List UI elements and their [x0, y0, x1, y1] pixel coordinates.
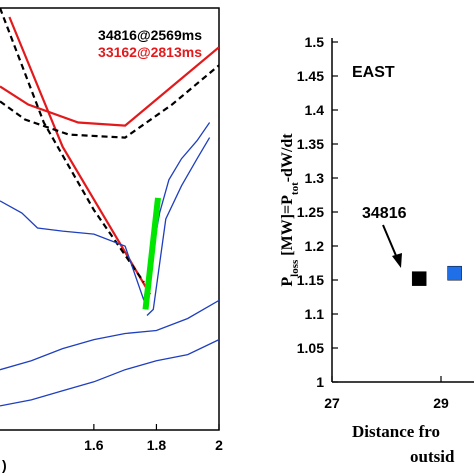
left-series-8: [0, 299, 219, 371]
left-plot-frame: [0, 7, 220, 431]
point-label-34816: 34816: [362, 205, 407, 222]
left-series-9: [0, 339, 219, 407]
right-ytick-label: 1.05: [297, 340, 324, 356]
right-xtick-label: 29: [433, 395, 449, 411]
left-legend-entry-1: 34816@2569ms: [98, 27, 202, 43]
right-ytick-label: 1.35: [297, 136, 324, 152]
left-series-3: [0, 64, 219, 139]
right-ytick-label: 1.2: [305, 238, 325, 254]
left-xlabel-fragment: ): [2, 457, 7, 473]
right-ytick-label: 1.25: [297, 204, 324, 220]
right-ytick-label: 1.15: [297, 272, 324, 288]
right-ytick-label: 1.4: [305, 102, 325, 118]
right-ytick-label: 1.5: [305, 34, 325, 50]
left-series-4: [0, 8, 145, 283]
left-series-1: [0, 46, 219, 127]
left-series-7: [146, 137, 211, 316]
right-ytick-label: 1.1: [305, 306, 325, 322]
annotation-arrow: [382, 224, 402, 268]
left-chart: 1.6 1.8 2 34816@2569ms 33162@2813ms ): [0, 7, 223, 473]
right-xlabel-line2: outsid: [410, 447, 455, 466]
right-ytick-label: 1.3: [305, 170, 325, 186]
left-series-10: [142, 197, 161, 310]
left-xtick-label: 1.6: [84, 437, 104, 453]
right-xtick-label: 27: [324, 395, 340, 411]
right-xlabel-line1: Distance fro: [352, 422, 440, 441]
right-ytick-label: 1: [316, 374, 324, 390]
right-chart: 1.5 1.45 1.4 1.35 1.3 1.25 1.2 1.15 1.1 1.05 1 27 2…: [279, 34, 474, 466]
east-label: EAST: [352, 64, 395, 81]
right-ytick-label: 1.45: [297, 68, 324, 84]
right-ylabel: Ploss [MW]=Ptot-dW/dt: [279, 133, 301, 287]
left-legend-entry-2: 33162@2813ms: [98, 44, 202, 60]
left-xtick-label: 2: [215, 437, 223, 453]
data-point-1: [411, 271, 427, 286]
left-series-5: [0, 200, 145, 301]
left-xtick-label: 1.8: [147, 437, 167, 453]
data-point-2: [447, 265, 462, 281]
